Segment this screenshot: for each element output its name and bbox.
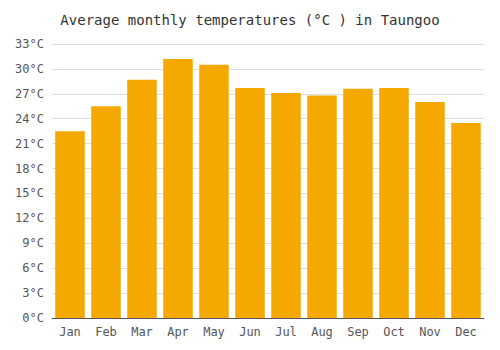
svg-text:May: May (203, 325, 225, 339)
svg-text:Jun: Jun (239, 325, 261, 339)
svg-text:18°C: 18°C (15, 162, 44, 176)
svg-text:6°C: 6°C (22, 261, 44, 275)
svg-text:30°C: 30°C (15, 62, 44, 76)
svg-text:Average monthly temperatures (: Average monthly temperatures (°C ) in Ta… (60, 12, 439, 28)
svg-text:Feb: Feb (95, 325, 117, 339)
svg-text:12°C: 12°C (15, 211, 44, 225)
svg-text:Aug: Aug (311, 325, 333, 339)
svg-text:Jul: Jul (275, 325, 297, 339)
svg-text:Apr: Apr (167, 325, 189, 339)
svg-text:24°C: 24°C (15, 112, 44, 126)
svg-text:Oct: Oct (383, 325, 405, 339)
svg-text:Mar: Mar (131, 325, 153, 339)
svg-text:Nov: Nov (419, 325, 441, 339)
svg-text:Sep: Sep (347, 325, 369, 339)
svg-text:33°C: 33°C (15, 37, 44, 51)
svg-text:0°C: 0°C (22, 311, 44, 325)
svg-text:27°C: 27°C (15, 87, 44, 101)
svg-text:Dec: Dec (455, 325, 477, 339)
svg-text:3°C: 3°C (22, 286, 44, 300)
svg-text:Jan: Jan (59, 325, 81, 339)
svg-text:21°C: 21°C (15, 137, 44, 151)
svg-text:15°C: 15°C (15, 186, 44, 200)
svg-text:9°C: 9°C (22, 236, 44, 250)
